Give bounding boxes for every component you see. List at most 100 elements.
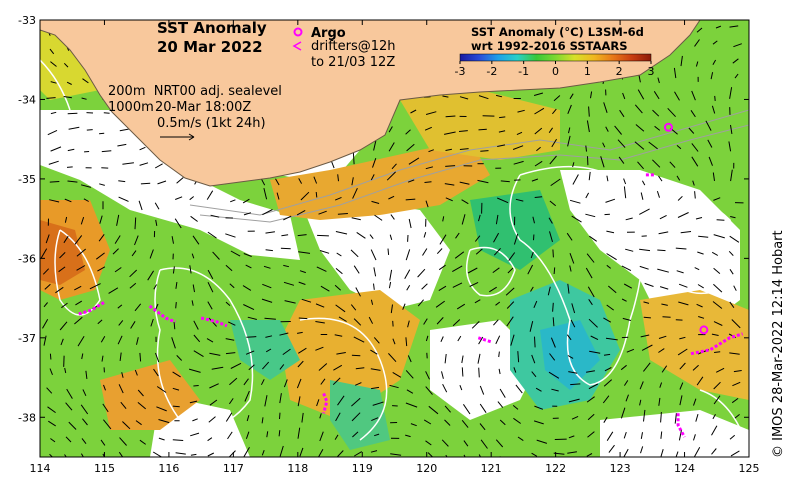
current-vector bbox=[625, 248, 634, 252]
current-vector bbox=[733, 285, 737, 291]
current-vector bbox=[606, 175, 609, 182]
current-vector bbox=[225, 233, 236, 238]
current-vector bbox=[77, 335, 85, 347]
current-vector bbox=[374, 214, 383, 221]
current-vector bbox=[516, 456, 517, 457]
current-vector bbox=[712, 40, 718, 45]
current-vector bbox=[729, 235, 740, 243]
current-vector bbox=[243, 253, 252, 257]
current-vector bbox=[660, 431, 663, 439]
current-vector bbox=[712, 414, 716, 420]
current-vector bbox=[623, 178, 627, 185]
current-vector bbox=[81, 353, 84, 360]
current-vector bbox=[493, 247, 501, 256]
current-vector bbox=[121, 372, 124, 378]
current-vector bbox=[55, 286, 64, 294]
current-vector bbox=[587, 286, 595, 298]
current-vector bbox=[569, 199, 581, 204]
current-vector bbox=[513, 160, 524, 165]
current-vector bbox=[568, 398, 580, 403]
current-vector bbox=[603, 317, 612, 323]
argo-floats bbox=[663, 122, 709, 335]
current-vector bbox=[674, 91, 680, 101]
current-vector bbox=[527, 264, 534, 275]
current-vector bbox=[193, 334, 201, 343]
current-vector bbox=[299, 447, 304, 457]
current-vector bbox=[658, 335, 667, 339]
current-vector bbox=[265, 335, 273, 338]
current-vector bbox=[355, 382, 362, 386]
current-vector bbox=[406, 143, 415, 152]
current-vector bbox=[138, 200, 143, 211]
contour-info: 200m NRT00 adj. sealevel 1000m 20-Mar 18… bbox=[108, 84, 282, 141]
current-vector bbox=[571, 215, 582, 223]
current-vector bbox=[387, 248, 390, 255]
current-vector bbox=[407, 179, 415, 183]
current-vector bbox=[82, 418, 88, 426]
current-vector bbox=[660, 449, 664, 457]
current-vector bbox=[336, 352, 346, 355]
current-vector bbox=[478, 336, 484, 345]
current-vector bbox=[114, 267, 122, 273]
current-vector bbox=[479, 423, 486, 431]
current-vector bbox=[191, 253, 195, 259]
current-vector bbox=[282, 348, 291, 356]
current-vector bbox=[406, 284, 411, 291]
current-vector bbox=[122, 162, 134, 165]
current-vector bbox=[461, 355, 464, 364]
current-vector bbox=[570, 383, 581, 386]
current-vector bbox=[643, 362, 651, 372]
current-vector bbox=[497, 401, 504, 408]
current-vector bbox=[371, 386, 380, 390]
current-vector bbox=[499, 116, 506, 119]
current-vector bbox=[474, 235, 481, 242]
current-vector bbox=[139, 146, 146, 151]
current-vector bbox=[659, 214, 667, 220]
current-vector bbox=[48, 160, 59, 165]
current-vector bbox=[693, 434, 696, 441]
current-vector bbox=[461, 199, 469, 205]
current-vector bbox=[315, 191, 318, 198]
current-vector bbox=[316, 266, 327, 272]
current-vector bbox=[227, 431, 233, 440]
current-vector bbox=[515, 198, 524, 202]
current-vector bbox=[64, 216, 68, 223]
current-vector bbox=[112, 248, 119, 255]
current-vector bbox=[332, 377, 341, 386]
current-vector bbox=[228, 450, 236, 457]
isobath-1000m bbox=[199, 124, 749, 223]
drifter-track bbox=[200, 316, 228, 328]
current-vector bbox=[441, 371, 444, 379]
current-vector bbox=[47, 406, 56, 414]
current-vector bbox=[677, 195, 683, 201]
current-vector bbox=[210, 214, 220, 218]
current-vector bbox=[190, 453, 197, 456]
current-vector bbox=[372, 158, 377, 168]
current-vector bbox=[606, 264, 612, 269]
argo-float bbox=[699, 325, 709, 335]
current-vector bbox=[711, 251, 719, 256]
current-vector bbox=[659, 286, 669, 290]
lat-tick-label: -34 bbox=[18, 93, 36, 106]
current-vector bbox=[301, 412, 304, 423]
current-vector bbox=[640, 432, 643, 439]
current-vector bbox=[549, 155, 557, 165]
current-vector bbox=[549, 200, 557, 207]
current-vector bbox=[98, 234, 105, 242]
current-vector bbox=[568, 371, 578, 374]
current-vector bbox=[714, 95, 716, 101]
current-vector bbox=[283, 281, 295, 286]
current-vector bbox=[337, 395, 345, 406]
current-vector bbox=[352, 431, 359, 438]
current-vector bbox=[319, 431, 324, 442]
current-vector bbox=[50, 61, 57, 67]
current-vector bbox=[653, 91, 660, 100]
current-vector bbox=[590, 335, 599, 341]
current-vector bbox=[568, 127, 571, 134]
current-vector bbox=[43, 302, 48, 308]
current-vector bbox=[391, 163, 397, 170]
current-vector bbox=[461, 214, 466, 225]
current-vector bbox=[97, 266, 106, 272]
current-vector bbox=[639, 248, 651, 252]
contour-info-line-1: 200m NRT00 adj. sealevel bbox=[108, 84, 282, 99]
